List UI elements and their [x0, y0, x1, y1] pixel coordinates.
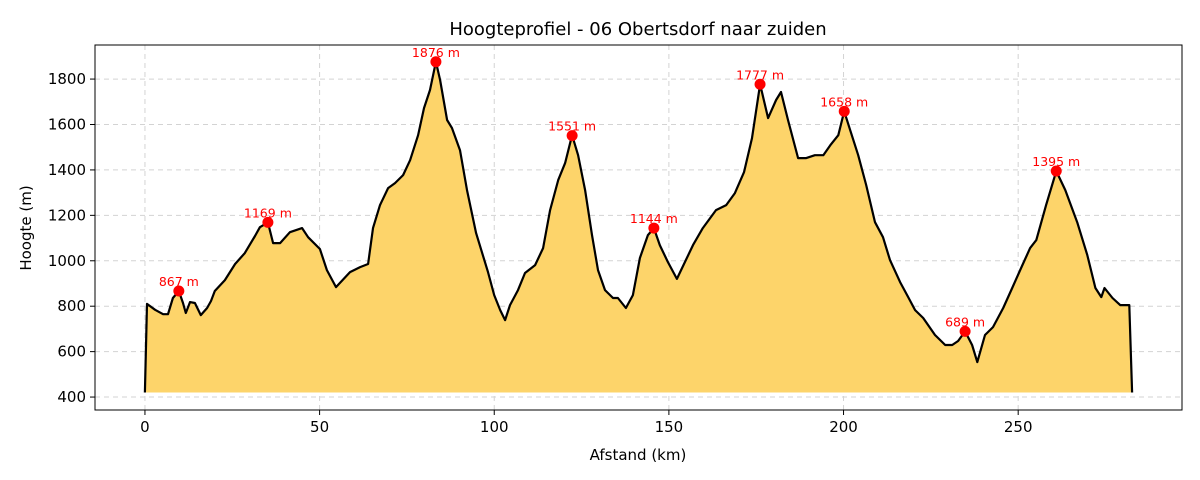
peak-marker	[566, 130, 578, 142]
y-tick-label: 600	[57, 343, 86, 361]
peak-label: 1551 m	[548, 119, 596, 134]
peak-label: 1395 m	[1032, 154, 1080, 169]
y-tick-label: 400	[57, 388, 86, 406]
x-tick-label: 250	[1004, 418, 1033, 436]
peak-marker	[173, 285, 185, 297]
x-tick-label: 100	[480, 418, 509, 436]
x-tick-label: 50	[310, 418, 329, 436]
peak-label: 1144 m	[630, 211, 678, 226]
peak-label: 1777 m	[736, 67, 784, 82]
peak-annotations: 867 m 1169 m 1876 m 1551 m 1144 m 1777 m 1658 …	[159, 45, 1080, 337]
x-axis-label: Afstand (km)	[590, 446, 687, 464]
y-tick-label: 1600	[48, 115, 86, 133]
elevation-area	[144, 61, 1133, 393]
x-tick-label: 150	[655, 418, 684, 436]
plot-frame	[94, 44, 1183, 411]
peak-label: 1876 m	[412, 45, 460, 60]
peak-marker	[959, 325, 971, 337]
y-tick-label: 1200	[48, 206, 86, 224]
peak-label: 867 m	[159, 274, 199, 289]
peak-marker	[838, 105, 850, 117]
y-tick-label: 1800	[48, 70, 86, 88]
peak-label: 689 m	[945, 314, 985, 329]
y-tick-label: 1000	[48, 252, 86, 270]
y-axis-label: Hoogte (m)	[17, 185, 35, 270]
peak-marker	[648, 222, 660, 234]
x-tick-label: 0	[140, 418, 150, 436]
peak-marker	[1050, 165, 1062, 177]
peak-label: 1658 m	[820, 94, 868, 109]
peak-marker	[262, 216, 274, 228]
x-tick-label: 200	[829, 418, 858, 436]
peak-marker	[754, 78, 766, 90]
peak-label: 1169 m	[244, 205, 292, 220]
peak-marker	[430, 56, 442, 68]
axes: 0 50 100 150 200 250 400 600 800 1000 1200 1400 1600…	[48, 70, 1033, 436]
chart-title: Hoogteprofiel - 06 Obertsdorf naar zuide…	[449, 19, 826, 40]
y-tick-label: 1400	[48, 161, 86, 179]
y-tick-label: 800	[57, 297, 86, 315]
